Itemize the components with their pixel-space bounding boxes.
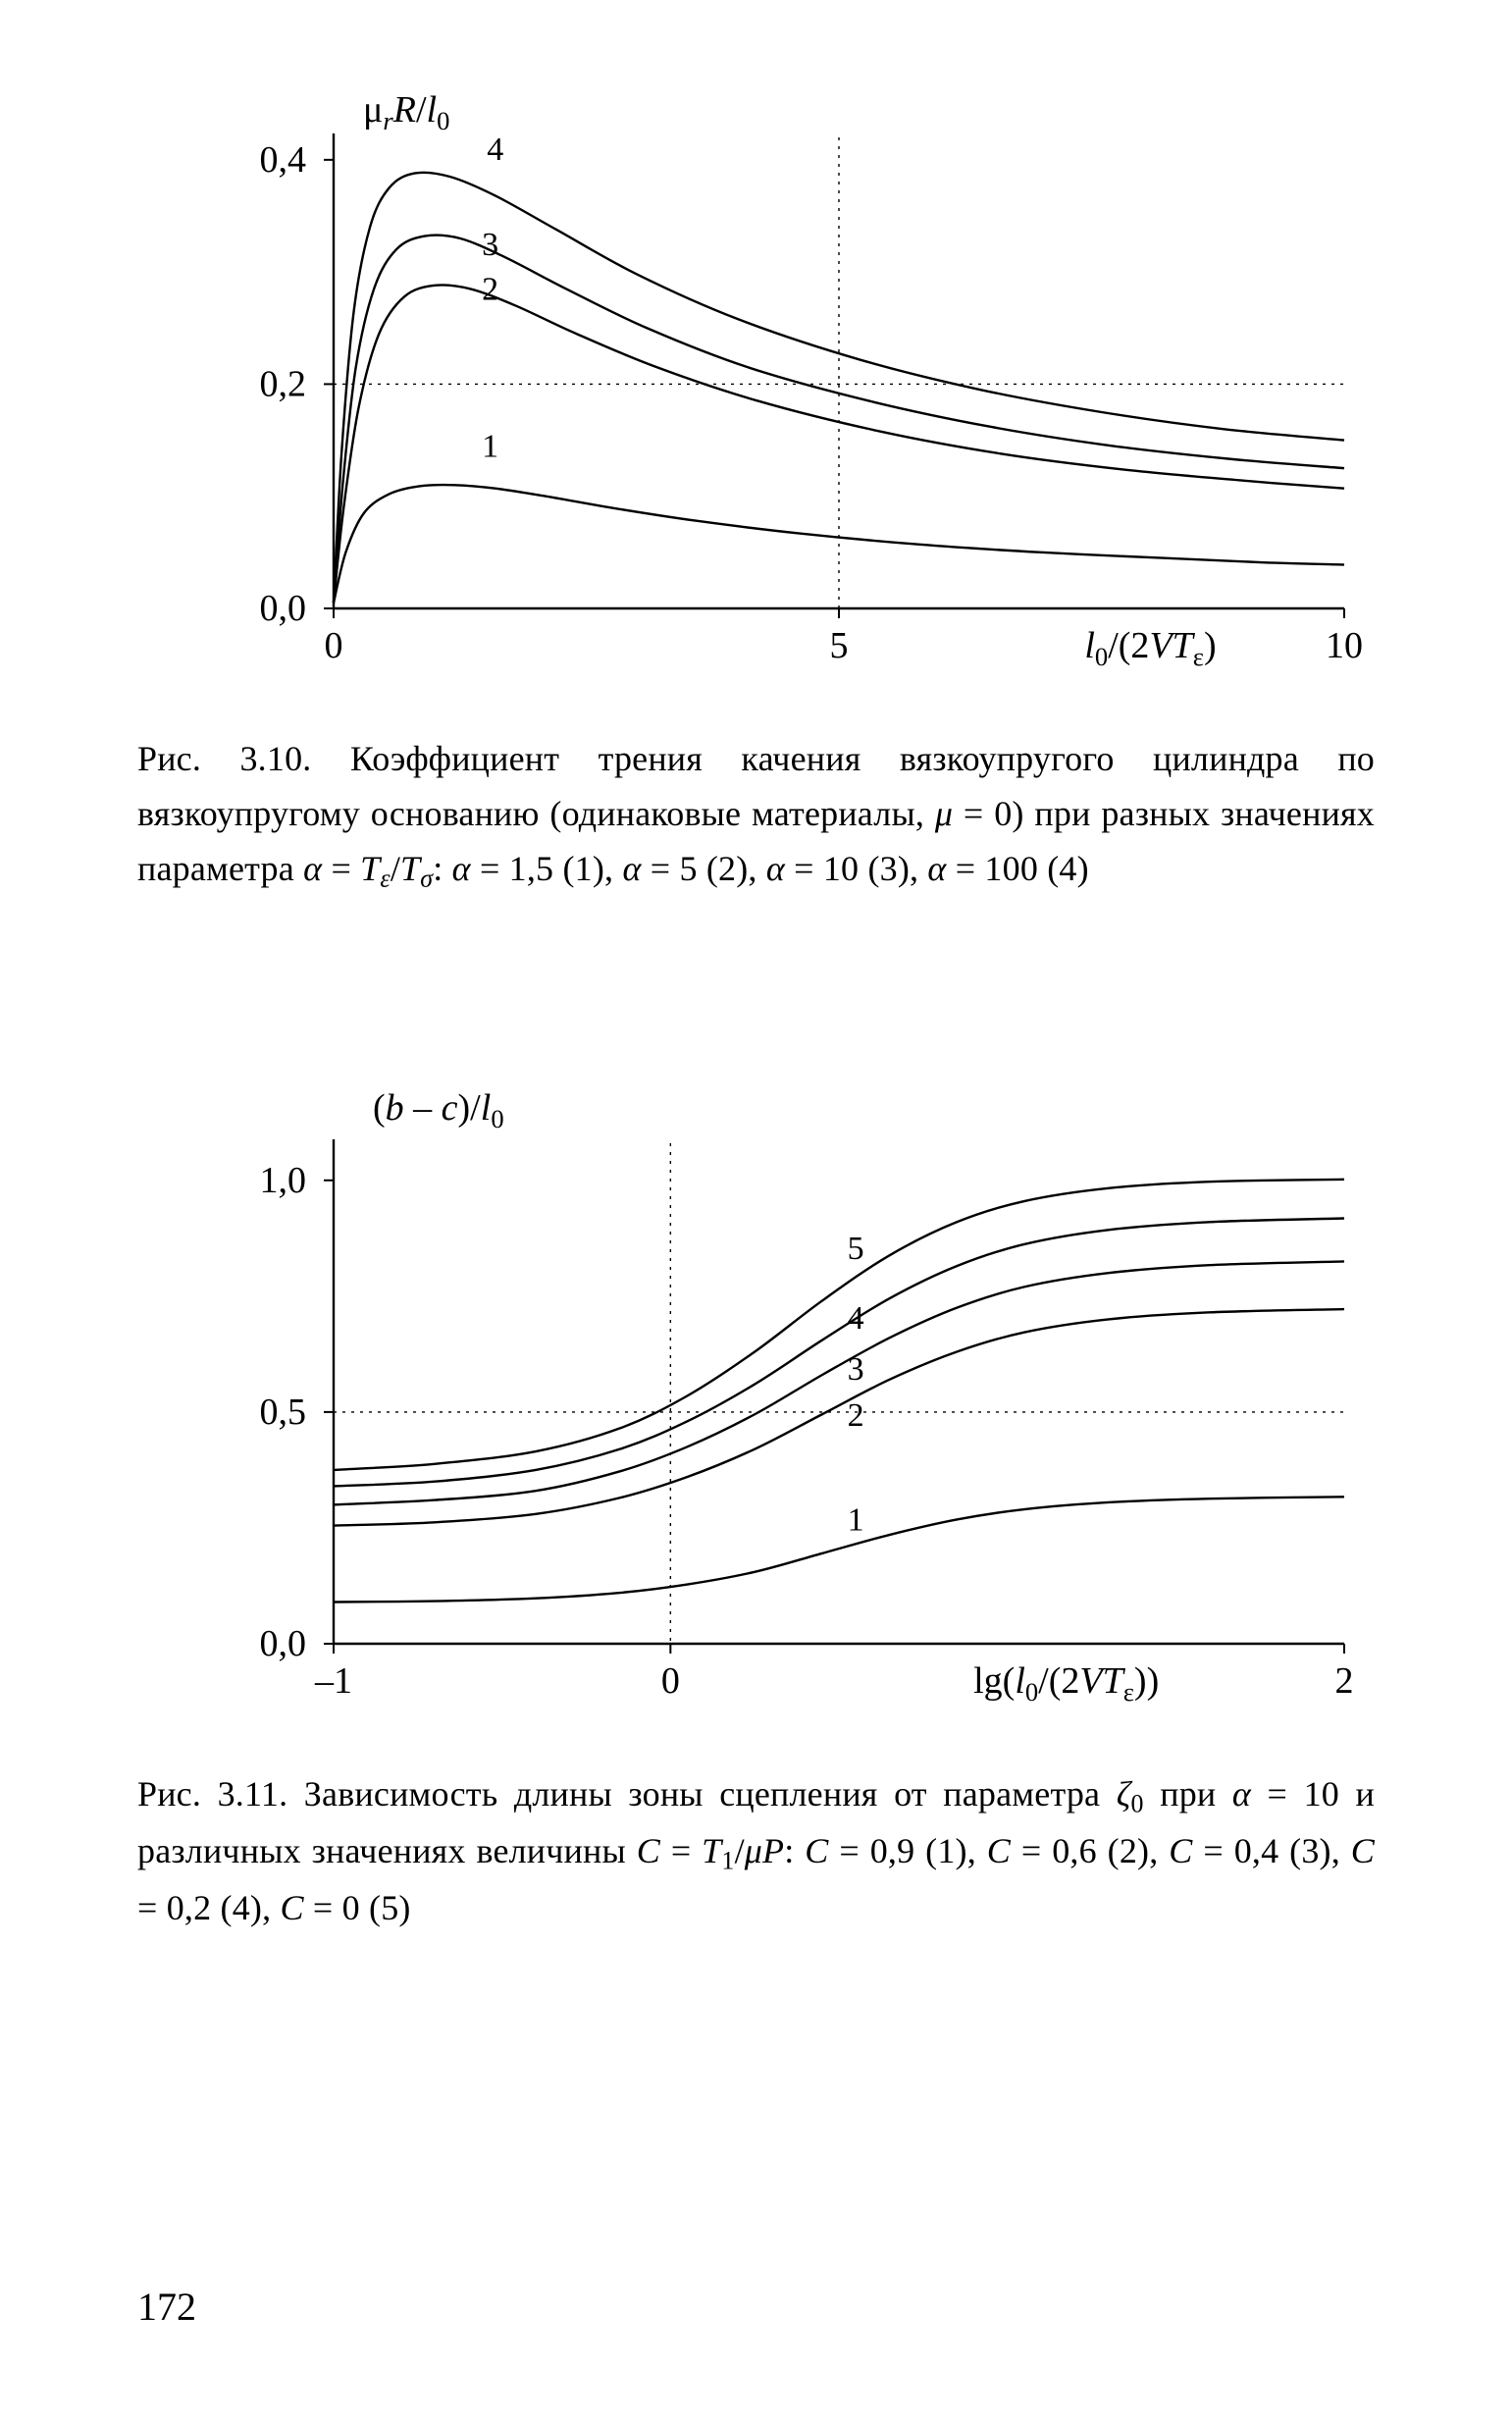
- page: 05100,00,20,4μrR/l0l0/(2VTε)1234 Рис. 3.…: [0, 0, 1512, 2418]
- svg-text:4: 4: [487, 131, 503, 168]
- svg-text:5: 5: [848, 1231, 864, 1267]
- svg-text:l0/(2VTε): l0/(2VTε): [1084, 625, 1216, 671]
- svg-text:2: 2: [482, 272, 498, 308]
- curve-3: [334, 1262, 1344, 1505]
- svg-text:5: 5: [830, 625, 849, 666]
- caption-3-10: Рис. 3.10. Коэффициент трения качения вя…: [137, 732, 1375, 898]
- chart-3-10: 0 5 10 0,0 0,2 0,4 μrR/l0 l0/(2VTε) 1 2 3 4: [137, 79, 1374, 697]
- curve-4: [334, 1219, 1344, 1487]
- figure-3-11: –1 0 2 0,0 0,5 1,0 (b – c)/l0 lg(l0/(2VTε)) 1 2 3 4…: [137, 1065, 1375, 1935]
- svg-text:0,5: 0,5: [260, 1392, 307, 1433]
- svg-text:(b – c)/l0: (b – c)/l0: [373, 1087, 504, 1133]
- svg-text:0,0: 0,0: [260, 1623, 307, 1664]
- svg-text:1: 1: [482, 429, 498, 465]
- svg-text:2: 2: [848, 1397, 864, 1434]
- chart-3-11: –1 0 2 0,0 0,5 1,0 (b – c)/l0 lg(l0/(2VTε)) 1 2 3 4…: [137, 1065, 1374, 1732]
- svg-text:0,4: 0,4: [260, 139, 307, 181]
- svg-text:3: 3: [482, 227, 498, 263]
- curve-2: [334, 1309, 1344, 1526]
- svg-text:1,0: 1,0: [260, 1160, 307, 1201]
- svg-text:0,2: 0,2: [260, 363, 307, 404]
- svg-text:3: 3: [848, 1351, 864, 1388]
- svg-text:4: 4: [848, 1300, 864, 1337]
- svg-text:–1: –1: [314, 1660, 352, 1702]
- svg-text:μrR/l0: μrR/l0: [363, 89, 449, 135]
- page-number: 172: [137, 2284, 196, 2330]
- svg-text:10: 10: [1326, 625, 1363, 666]
- svg-text:0: 0: [325, 625, 343, 666]
- svg-text:2: 2: [1335, 1660, 1354, 1702]
- caption-3-11: Рис. 3.11. Зависимость длины зоны сцепле…: [137, 1767, 1375, 1935]
- svg-text:1: 1: [848, 1502, 864, 1539]
- figure-3-10: 0 5 10 0,0 0,2 0,4 μrR/l0 l0/(2VTε) 1 2 3 4 Рис. 3.…: [137, 79, 1375, 898]
- svg-text:lg(l0/(2VTε)): lg(l0/(2VTε)): [973, 1660, 1159, 1707]
- curve-1: [334, 1498, 1344, 1603]
- svg-text:0,0: 0,0: [260, 588, 307, 629]
- svg-text:0: 0: [661, 1660, 680, 1702]
